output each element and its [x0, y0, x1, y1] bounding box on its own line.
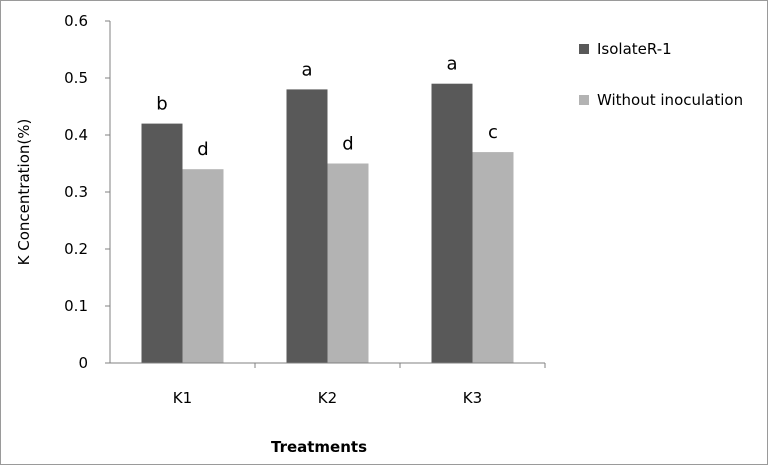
x-category-label: K2	[318, 389, 337, 407]
bar-k3-series-2	[472, 152, 514, 363]
legend-swatch	[579, 95, 589, 105]
significance-letter: b	[156, 94, 167, 115]
significance-letter: d	[197, 139, 208, 160]
y-tick-label: 0.4	[64, 126, 88, 144]
legend-label: IsolateR-1	[597, 40, 672, 58]
bars-layer	[141, 83, 514, 364]
significance-letter: a	[301, 59, 312, 80]
bar-k2-series-1	[286, 89, 328, 364]
legend-label: Without inoculation	[597, 91, 743, 109]
y-tick-label: 0.3	[64, 183, 88, 201]
y-tick-label: 0.2	[64, 240, 88, 258]
bar-k1-series-1	[141, 123, 183, 363]
bar-k1-series-2	[182, 169, 224, 363]
significance-letter: c	[488, 122, 498, 143]
y-tick-label: 0	[78, 354, 88, 372]
bar-k2-series-2	[327, 163, 369, 363]
x-category-label: K3	[463, 389, 482, 407]
x-category-label: K1	[173, 389, 192, 407]
bar-k3-series-1	[431, 83, 473, 363]
legend: IsolateR-1 Without inoculation	[579, 40, 743, 109]
significance-letter: a	[446, 54, 457, 75]
legend-swatch	[579, 44, 589, 54]
ticks-layer: 0 0.1 0.2 0.3 0.4 0.5 0.6	[64, 12, 546, 372]
labels-layer: b d K1 a d K2 a c K3	[156, 54, 498, 407]
y-tick-label: 0.6	[64, 12, 88, 30]
y-tick-label: 0.1	[64, 297, 88, 315]
x-axis-title: Treatments	[271, 438, 367, 456]
y-tick-label: 0.5	[64, 69, 88, 87]
y-axis-title: K Concentration(%)	[15, 119, 33, 266]
significance-letter: d	[342, 134, 353, 155]
